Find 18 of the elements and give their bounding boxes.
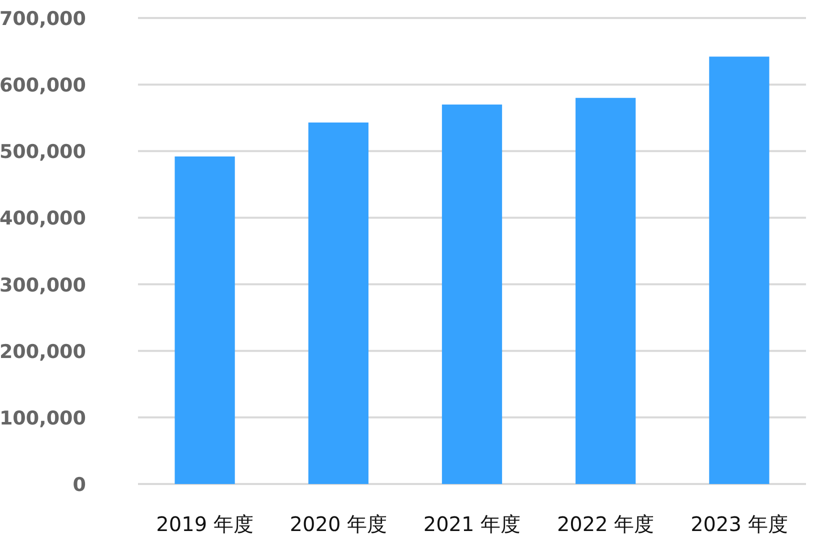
x-tick-label: 2021 年度 (423, 512, 521, 536)
y-tick-label: 600,000 (0, 74, 86, 97)
y-tick-label: 0 (72, 474, 86, 496)
x-tick-label: 2020 年度 (290, 512, 388, 536)
y-tick-label: 200,000 (0, 340, 86, 363)
x-tick-label: 2022 年度 (556, 512, 654, 536)
bar (308, 122, 368, 484)
y-tick-label: 700,000 (0, 8, 86, 30)
y-tick-label: 100,000 (0, 407, 86, 430)
y-tick-label: 300,000 (0, 274, 86, 296)
bar (576, 98, 636, 484)
bar (442, 104, 502, 484)
y-tick-label: 500,000 (0, 141, 86, 164)
x-tick-label: 2019 年度 (156, 512, 254, 536)
bar (174, 156, 235, 484)
bar (709, 56, 770, 484)
x-tick-label: 2023 年度 (690, 512, 788, 536)
y-tick-label: 400,000 (0, 208, 86, 230)
